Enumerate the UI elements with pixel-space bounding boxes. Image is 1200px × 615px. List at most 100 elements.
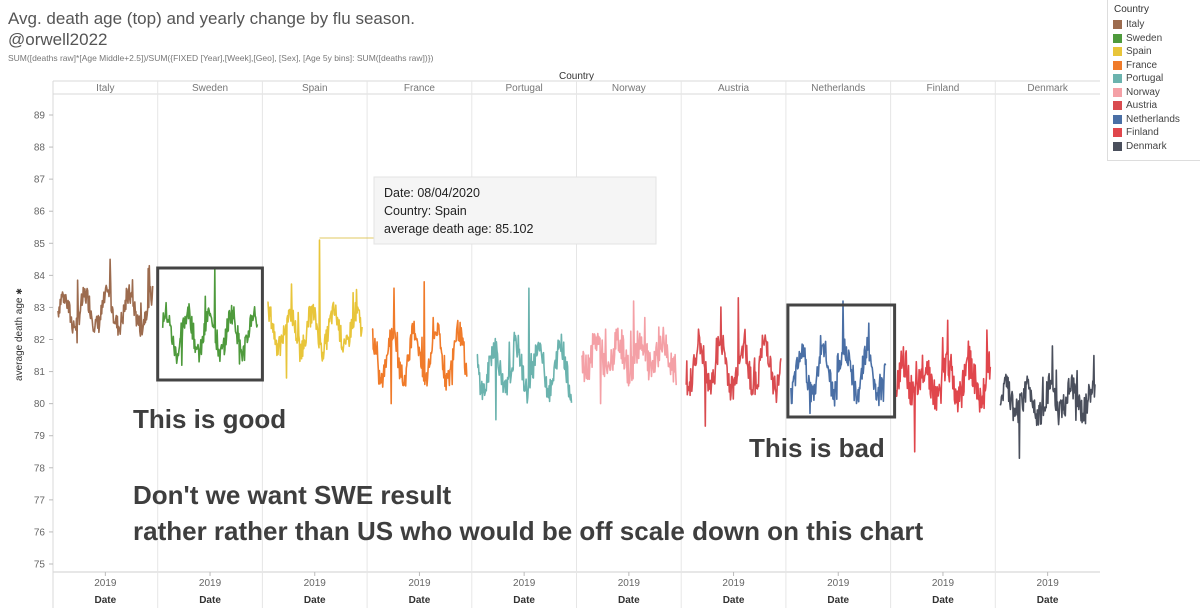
chart-title: Avg. death age (top) and yearly change b… [8,9,416,28]
legend-label: Spain [1126,46,1152,58]
y-tick-label: 75 [34,560,46,571]
x-axis-label: Date [513,595,535,606]
legend-item-sweden[interactable]: Sweden [1108,32,1200,46]
x-tick-label: 2019 [932,578,955,589]
column-header-france: France [404,83,436,94]
series-line-netherlands[interactable] [790,300,887,415]
y-tick-label: 79 [34,431,46,442]
x-tick-label: 2019 [199,578,222,589]
legend-item-denmark[interactable]: Denmark [1108,140,1200,154]
annotation-question-line2: rather rather than US who would be off s… [133,516,924,546]
x-tick-label: 2019 [513,578,536,589]
legend-swatch [1113,87,1122,97]
x-axis-label: Date [723,595,745,606]
annotation-box-good [156,266,264,382]
y-tick-label: 87 [34,175,46,186]
legend-label: France [1126,59,1158,71]
x-tick-label: 2019 [408,578,431,589]
legend-swatch [1113,47,1122,57]
column-header-denmark: Denmark [1027,83,1069,94]
column-header-netherlands: Netherlands [811,83,865,94]
column-header-italy: Italy [96,83,114,94]
legend-label: Netherlands [1126,113,1180,125]
legend-swatch [1113,74,1122,84]
column-header-norway: Norway [612,83,646,94]
y-axis-label: average death age ✱ [14,288,25,381]
y-tick-label: 76 [34,527,46,538]
column-header-portugal: Portugal [506,83,543,94]
legend-label: Austria [1126,100,1158,112]
series-line-spain[interactable] [267,239,363,379]
x-axis-label: Date [409,595,431,606]
x-axis-label: Date [618,595,640,606]
series-line-france[interactable] [371,281,468,405]
y-tick-label: 78 [34,463,46,474]
x-axis-label: Date [95,595,117,606]
x-tick-label: 2019 [304,578,327,589]
legend-swatch [1113,20,1122,30]
legend-item-austria[interactable]: Austria [1108,99,1200,113]
legend-label: Norway [1126,86,1160,98]
series-line-denmark[interactable] [999,345,1096,459]
series-line-portugal[interactable] [476,287,573,421]
series-line-finland[interactable] [894,319,992,453]
x-axis-label: Date [827,595,849,606]
tooltip-value: average death age: 85.102 [384,222,533,236]
y-tick-label: 85 [34,239,46,250]
x-axis-label: Date [932,595,954,606]
column-header-title: Country [559,71,594,82]
calculation-formula: SUM([deaths raw]*[Age Middle+2.5])/SUM({… [8,53,434,63]
y-tick-label: 89 [34,111,46,122]
legend-label: Denmark [1126,140,1167,152]
series-line-sweden[interactable] [161,268,259,366]
x-tick-label: 2019 [618,578,641,589]
legend-item-italy[interactable]: Italy [1108,18,1200,32]
x-tick-label: 2019 [827,578,850,589]
y-tick-label: 77 [34,495,46,506]
annotation-question-line1: Don't we want SWE result [133,480,452,510]
column-header-austria: Austria [718,83,750,94]
legend-swatch [1113,141,1122,151]
x-axis-label: Date [1037,595,1059,606]
legend-swatch [1113,128,1122,138]
annotation-box-bad [786,303,897,419]
line-chart[interactable]: Country 75 76 77 78 79 80 81 82 83 84 85 86 87 88 89 ave… [0,0,1105,615]
legend-swatch [1113,114,1122,124]
legend-item-netherlands[interactable]: Netherlands [1108,113,1200,127]
series-line-austria[interactable] [685,297,782,427]
annotation-good: This is good [133,404,286,434]
column-header-sweden: Sweden [192,83,228,94]
y-tick-label: 88 [34,143,46,154]
legend-item-spain[interactable]: Spain [1108,45,1200,59]
legend[interactable]: Country Italy Sweden Spain France Portugal No… [1107,0,1200,161]
legend-label: Italy [1126,19,1145,31]
tooltip-country: Country: Spain [384,204,467,218]
legend-item-france[interactable]: France [1108,59,1200,73]
series-line-norway[interactable] [580,300,677,405]
legend-item-portugal[interactable]: Portugal [1108,72,1200,86]
legend-label: Portugal [1126,73,1164,85]
legend-label: Sweden [1126,32,1163,44]
x-tick-label: 2019 [94,578,117,589]
legend-swatch [1113,33,1122,43]
legend-item-norway[interactable]: Norway [1108,86,1200,100]
legend-label: Finland [1126,127,1159,139]
y-tick-label: 80 [34,399,46,410]
column-header-finland: Finland [927,83,960,94]
legend-item-finland[interactable]: Finland [1108,126,1200,140]
legend-swatch [1113,60,1122,70]
legend-title: Country [1114,4,1150,15]
annotation-bad: This is bad [749,433,885,463]
tooltip-date: Date: 08/04/2020 [384,186,480,200]
series-line-italy[interactable] [57,258,154,344]
legend-swatch [1113,101,1122,111]
x-tick-label: 2019 [1037,578,1060,589]
y-tick-label: 86 [34,207,46,218]
y-tick-label: 82 [34,335,46,346]
x-axis-label: Date [304,595,326,606]
y-tick-label: 84 [34,271,46,282]
y-tick-label: 81 [34,367,46,378]
tooltip-box [373,176,657,245]
x-tick-label: 2019 [722,578,745,589]
author-handle: @orwell2022 [8,30,108,49]
